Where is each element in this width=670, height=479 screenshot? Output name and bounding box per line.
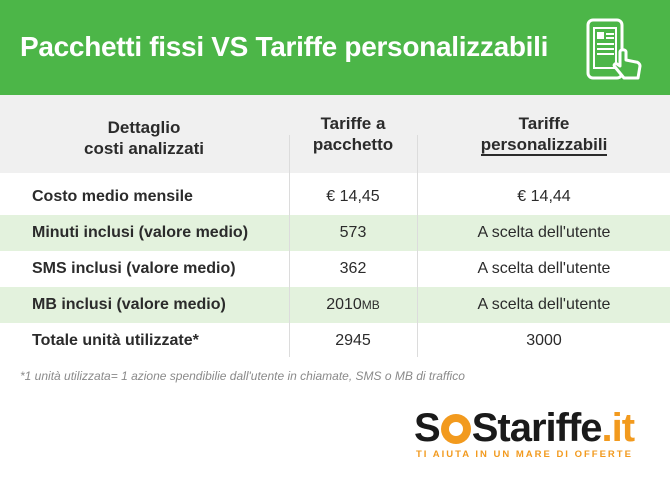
cell-pacchetto: 573: [339, 224, 367, 241]
cell-personalizzabili: A scelta dell'utente: [477, 296, 611, 313]
smartphone-touch-icon: [586, 18, 642, 80]
header-tariffe-personalizzabili: Tariffe personalizzabili: [480, 114, 608, 156]
row-label: Costo medio mensile: [32, 188, 193, 205]
unit-label: MB: [361, 298, 380, 312]
row-label: Minuti inclusi (valore medio): [32, 224, 249, 241]
cell-personalizzabili: A scelta dell'utente: [477, 260, 611, 277]
logo-wordmark: S Stariffe.it: [414, 406, 635, 450]
row-label: SMS inclusi (valore medio): [32, 260, 236, 277]
logo-tagline: TI AIUTA IN UN MARE DI OFFERTE: [416, 449, 633, 460]
lifebuoy-icon: [440, 414, 471, 444]
cell-pacchetto: 2010MB: [326, 296, 380, 313]
row-label: MB inclusi (valore medio): [32, 296, 226, 313]
sostariffe-logo: S Stariffe.it TI AIUTA IN UN MARE DI OFFE…: [414, 405, 654, 467]
title-banner: Pacchetti fissi VS Tariffe personalizzab…: [0, 0, 670, 95]
cell-pacchetto: 362: [339, 260, 367, 277]
cell-personalizzabili: € 14,44: [517, 188, 571, 205]
page-title: Pacchetti fissi VS Tariffe personalizzab…: [20, 31, 549, 62]
table-row: MB inclusi (valore medio) 2010MB A scelt…: [0, 287, 670, 323]
cell-pacchetto: € 14,45: [326, 188, 380, 205]
cell-pacchetto: 2945: [335, 332, 371, 349]
cell-personalizzabili: 3000: [526, 332, 562, 349]
table-header: [0, 95, 670, 173]
table-row: SMS inclusi (valore medio) 362 A scelta …: [0, 251, 670, 287]
footnote: *1 unità utilizzata= 1 azione spendibili…: [20, 369, 465, 383]
row-label: Totale unità utilizzate*: [32, 332, 199, 349]
table-row: Costo medio mensile € 14,45 € 14,44: [0, 179, 670, 215]
comparison-table: Dettaglio costi analizzati Tariffe a pac…: [0, 95, 670, 357]
table-row: Minuti inclusi (valore medio) 573 A scel…: [0, 215, 670, 251]
column-divider: [289, 135, 290, 357]
table-row: Totale unità utilizzate* 2945 3000: [0, 323, 670, 359]
header-tariffe-pacchetto: Tariffe a pacchetto: [312, 114, 394, 154]
column-divider: [417, 135, 418, 357]
cell-personalizzabili: A scelta dell'utente: [477, 224, 611, 241]
header-dettaglio: Dettaglio costi analizzati: [84, 118, 204, 158]
